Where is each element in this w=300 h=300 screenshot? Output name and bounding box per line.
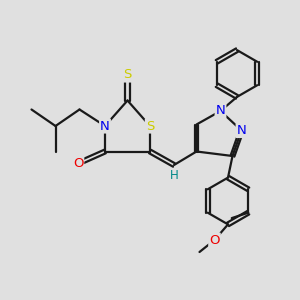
Text: N: N	[237, 124, 246, 137]
Text: S: S	[123, 68, 132, 82]
Text: O: O	[209, 233, 220, 247]
Text: N: N	[100, 119, 110, 133]
Text: N: N	[216, 104, 225, 118]
Text: O: O	[73, 157, 83, 170]
Text: S: S	[146, 119, 154, 133]
Text: H: H	[169, 169, 178, 182]
